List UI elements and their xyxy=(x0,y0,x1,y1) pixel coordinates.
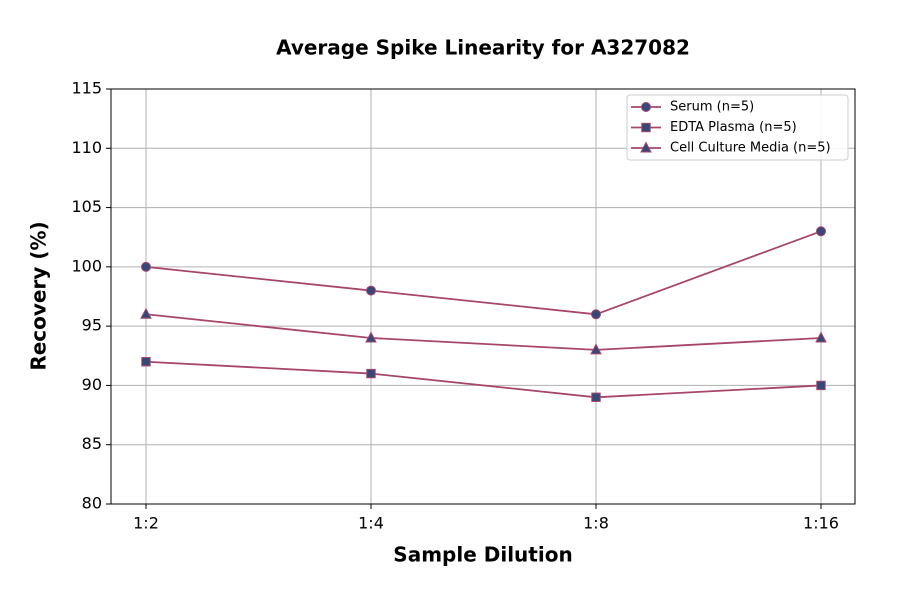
plot-frame xyxy=(110,88,856,505)
data-point xyxy=(590,343,602,355)
data-point xyxy=(591,392,601,402)
y-tick-label: 115 xyxy=(71,79,102,98)
legend-box xyxy=(626,94,849,161)
legend-marker xyxy=(641,122,651,133)
x-tick-label: 1:16 xyxy=(803,514,839,533)
data-point xyxy=(366,368,376,379)
x-tick-label: 1:8 xyxy=(583,514,609,533)
data-point xyxy=(140,307,152,319)
data-point xyxy=(591,309,601,320)
series-line xyxy=(145,360,822,399)
data-point xyxy=(816,226,826,237)
series-line xyxy=(145,313,822,351)
chart-title: Average Spike Linearity for A327082 xyxy=(276,36,690,60)
x-tick-label: 1:4 xyxy=(358,514,384,533)
y-tick-label: 105 xyxy=(71,197,102,216)
data-point xyxy=(365,331,377,343)
data-point xyxy=(815,331,827,343)
data-point xyxy=(141,261,151,272)
y-tick-label: 100 xyxy=(71,256,102,275)
legend-marker xyxy=(640,141,652,153)
legend-label: Serum (n=5) xyxy=(670,100,754,115)
x-axis-label: Sample Dilution xyxy=(393,543,572,567)
y-tick-label: 85 xyxy=(82,434,102,453)
y-tick-label: 95 xyxy=(82,316,102,335)
data-point xyxy=(816,380,826,391)
series-line xyxy=(145,230,822,316)
legend-label: Cell Culture Media (n=5) xyxy=(670,141,831,156)
y-axis-label: Recovery (%) xyxy=(27,221,51,370)
x-tick-label: 1:2 xyxy=(133,514,159,533)
legend-marker xyxy=(641,102,651,112)
data-point xyxy=(366,285,376,296)
y-tick-label: 80 xyxy=(82,494,102,513)
data-point xyxy=(141,357,151,367)
legend-label: EDTA Plasma (n=5) xyxy=(670,120,797,135)
y-tick-label: 90 xyxy=(82,375,102,394)
y-tick-label: 110 xyxy=(71,138,102,157)
